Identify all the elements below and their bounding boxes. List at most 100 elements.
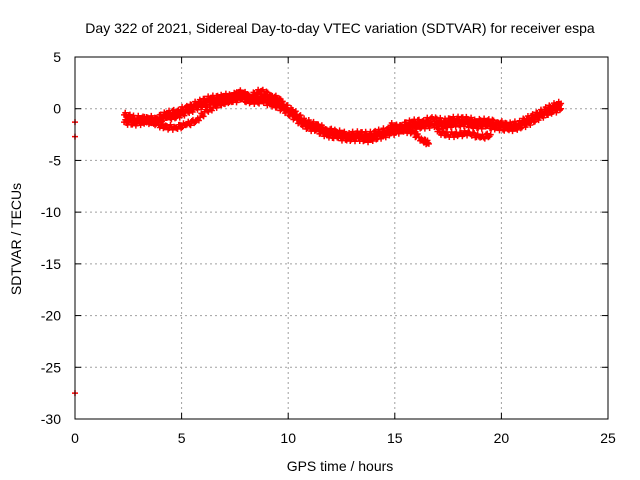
data-point-dense xyxy=(234,92,241,99)
data-point-dense xyxy=(296,118,303,125)
data-point-dense xyxy=(264,89,271,96)
data-point-dense xyxy=(411,129,418,136)
data-point-dense xyxy=(141,113,148,120)
data-point-dense xyxy=(258,87,265,94)
y-axis-label: SDTVAR / TECUs xyxy=(8,183,24,295)
data-point-dense xyxy=(126,111,133,118)
data-point-dense xyxy=(242,88,249,95)
data-point-dense xyxy=(301,115,308,122)
data-point-dense xyxy=(401,124,408,131)
data-point-dense xyxy=(540,114,547,121)
data-point-dense xyxy=(520,120,527,127)
data-point-dense xyxy=(272,92,279,99)
data-point-dense xyxy=(154,118,161,125)
data-point-dense xyxy=(303,125,310,132)
x-tick-label: 0 xyxy=(71,430,79,446)
data-point-dense xyxy=(527,121,534,128)
data-point-dense xyxy=(489,116,496,123)
data-point-dense xyxy=(289,111,296,118)
data-point-dense xyxy=(406,126,413,133)
data-point-dense xyxy=(405,127,412,134)
data-point-dense xyxy=(315,126,322,133)
data-point-dense xyxy=(196,100,203,107)
y-tick-label: -30 xyxy=(41,411,61,427)
data-point xyxy=(278,98,285,105)
data-point-dense xyxy=(440,128,447,135)
data-point-dense xyxy=(271,93,278,100)
data-point-dense xyxy=(199,104,206,111)
data-point-dense xyxy=(216,98,223,105)
data-point-dense xyxy=(271,100,278,107)
data-point-dense xyxy=(266,98,273,105)
grid xyxy=(75,57,608,419)
data-point-dense xyxy=(187,122,194,129)
data-point-dense xyxy=(360,138,367,145)
data-point-dense xyxy=(471,130,478,137)
data-point-dense xyxy=(191,120,198,127)
data-point-dense xyxy=(468,114,475,121)
plot-frame xyxy=(74,56,609,420)
data-point-dense xyxy=(194,106,201,113)
data-point-dense xyxy=(310,124,317,131)
data-point-dense xyxy=(546,102,553,109)
data-point-dense xyxy=(195,117,202,124)
data-point-dense xyxy=(218,102,225,109)
data-point-dense xyxy=(168,116,175,123)
data-point-dense xyxy=(301,120,308,127)
data-point-dense xyxy=(159,120,166,127)
data-point-dense xyxy=(310,118,317,125)
data-point-dense xyxy=(341,133,348,140)
data-point-dense xyxy=(315,121,322,128)
data-point-dense xyxy=(517,125,524,132)
data-series-sdtvar xyxy=(72,86,565,397)
data-point-dense xyxy=(435,126,442,133)
data-point-dense xyxy=(249,93,256,100)
data-point-dense xyxy=(231,95,238,102)
data-point-dense xyxy=(186,121,193,128)
y-tick-label: -10 xyxy=(41,204,61,220)
data-point-dense xyxy=(146,115,153,122)
data-point-dense xyxy=(328,125,335,132)
data-point-dense xyxy=(553,109,560,116)
data-point-dense xyxy=(186,110,193,117)
data-point-dense xyxy=(213,104,220,111)
data-point-dense xyxy=(297,117,304,124)
data-point-dense xyxy=(137,122,144,129)
data-point xyxy=(558,100,565,107)
y-tick-label: 5 xyxy=(53,49,61,65)
data-point-dense xyxy=(284,102,291,109)
data-point-dense xyxy=(382,134,389,141)
data-point-dense xyxy=(181,112,188,119)
data-point-dense xyxy=(259,86,266,93)
x-tick-label: 20 xyxy=(494,430,510,446)
y-tick-label: -15 xyxy=(41,256,61,272)
data-point-dense xyxy=(468,119,475,126)
data-point-dense xyxy=(292,113,299,120)
data-point-dense xyxy=(279,103,286,110)
chart-title: Day 322 of 2021, Sidereal Day-to-day VTE… xyxy=(85,20,595,36)
y-tick-label: -5 xyxy=(49,152,62,168)
data-point-dense xyxy=(522,124,529,131)
data-point-dense xyxy=(328,130,335,137)
data-point-dense xyxy=(451,134,458,141)
data-point-dense xyxy=(292,108,299,115)
data-point-dense xyxy=(545,111,552,118)
data-point xyxy=(558,105,565,112)
data-point-dense xyxy=(122,116,129,123)
data-point-dense xyxy=(498,122,505,129)
data-point-dense xyxy=(388,120,395,127)
data-point-dense xyxy=(200,113,207,120)
data-point-dense xyxy=(284,107,291,114)
data-point-dense xyxy=(414,130,421,137)
data-point-dense xyxy=(369,138,376,145)
x-axis-label: GPS time / hours xyxy=(287,458,394,474)
y-tick-label: -20 xyxy=(41,308,61,324)
data-point xyxy=(425,140,432,147)
data-point-dense xyxy=(199,112,206,119)
data-point-dense xyxy=(426,125,433,132)
data-point xyxy=(487,131,494,138)
x-tick-label: 15 xyxy=(387,430,403,446)
data-point-dense xyxy=(532,118,539,125)
data-point-dense xyxy=(226,99,233,106)
data-point-dense xyxy=(393,121,400,128)
